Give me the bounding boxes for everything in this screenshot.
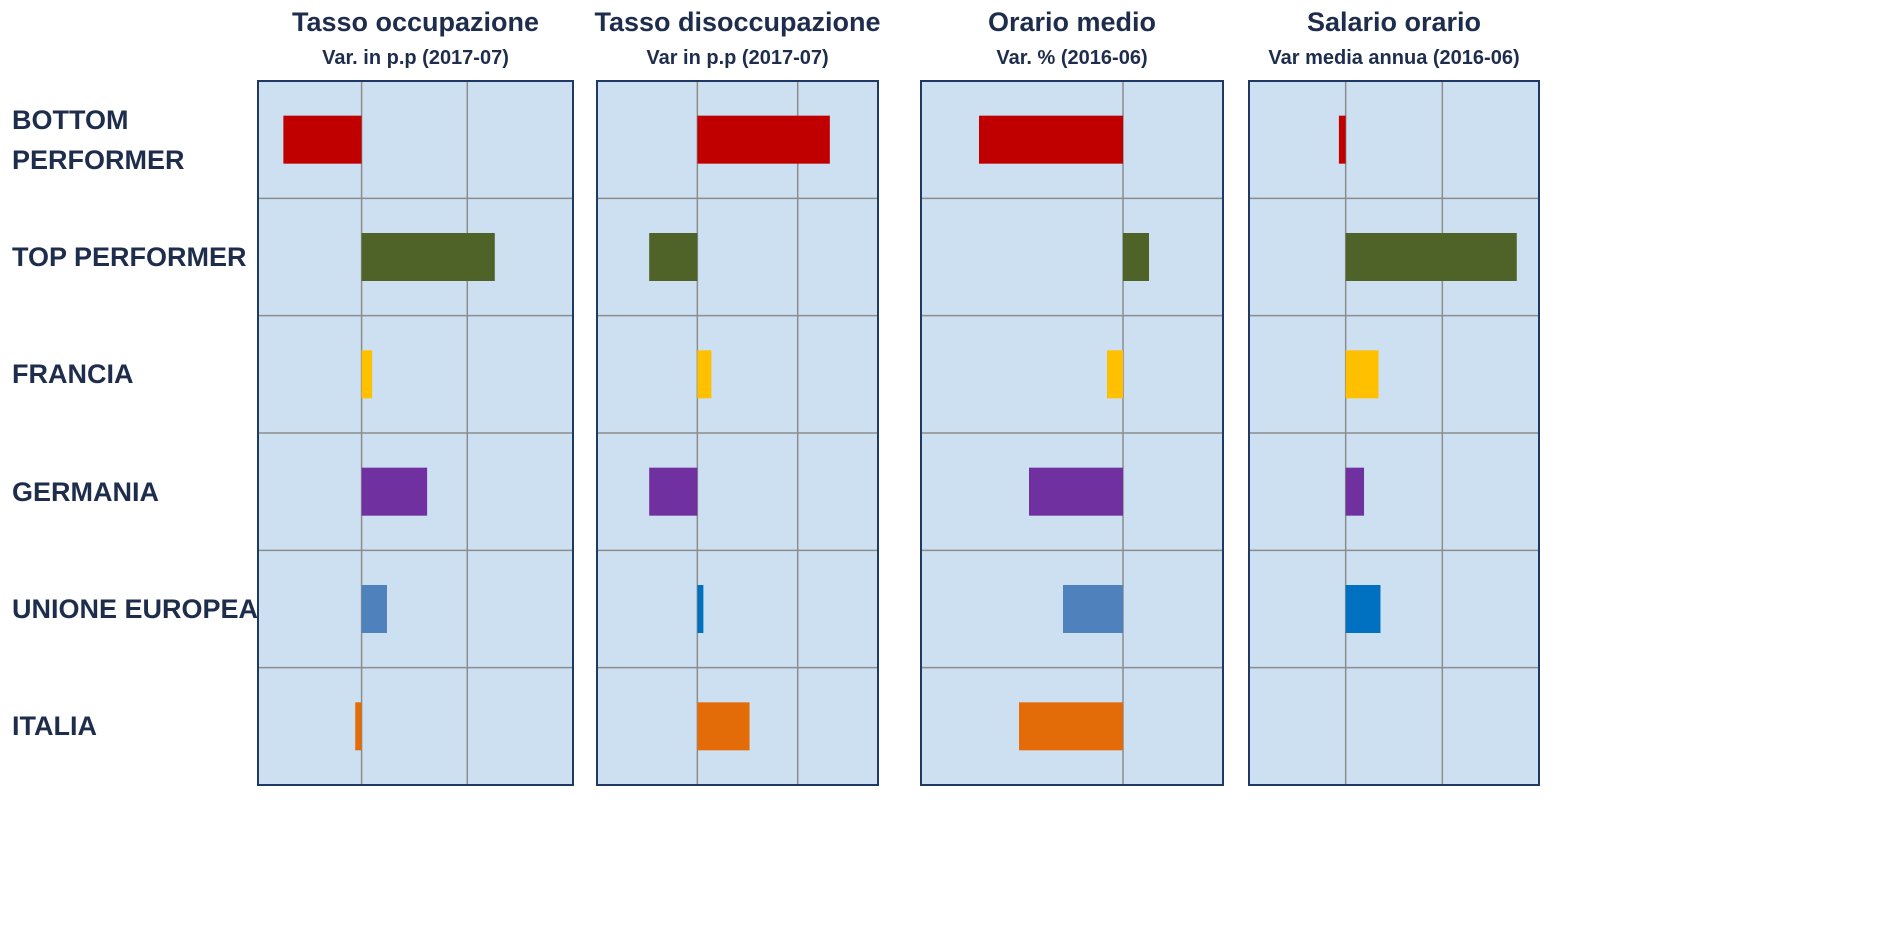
panel-subtitle: Var in p.p (2017-07) [646,47,828,69]
bar [355,702,362,751]
bar [1345,233,1517,281]
bar [649,467,698,516]
bar [283,115,362,164]
category-label: FRANCIA [12,359,134,390]
panel-title: Tasso occupazione [292,7,539,37]
bar [1345,585,1381,633]
bar [649,233,698,281]
bar [1345,467,1365,516]
bar [361,233,495,281]
category-label: UNIONE EUROPEA [12,594,259,624]
category-label: GERMANIA [12,476,159,507]
bar [361,585,387,633]
bar [979,115,1123,164]
bar [697,115,830,164]
bar [361,350,373,399]
panel-subtitle: Var. % (2016-06) [996,47,1147,69]
bar [697,350,712,399]
category-label: TOP PERFORMER [12,242,247,272]
bar [1338,115,1346,164]
bar [697,702,750,751]
panel-title: Salario orario [1307,7,1481,37]
bar [1107,350,1123,399]
panel-border [920,80,1224,786]
panel-title: Orario medio [988,7,1156,37]
bar [1019,702,1123,751]
bar [1123,233,1149,281]
panel-border [596,80,879,786]
category-label: ITALIA [12,711,97,742]
bar [1029,467,1123,516]
panel-title: Tasso disoccupazione [594,7,880,37]
panel-border [257,80,574,786]
bar [361,467,428,516]
panel-subtitle: Var. in p.p (2017-07) [322,47,509,69]
category-label: BOTTOM PERFORMER [12,104,185,175]
panel-border [1248,80,1540,786]
bar [1063,585,1123,633]
bar [1345,350,1379,399]
panel-subtitle: Var media annua (2016-06) [1268,47,1519,69]
bar [697,585,704,633]
